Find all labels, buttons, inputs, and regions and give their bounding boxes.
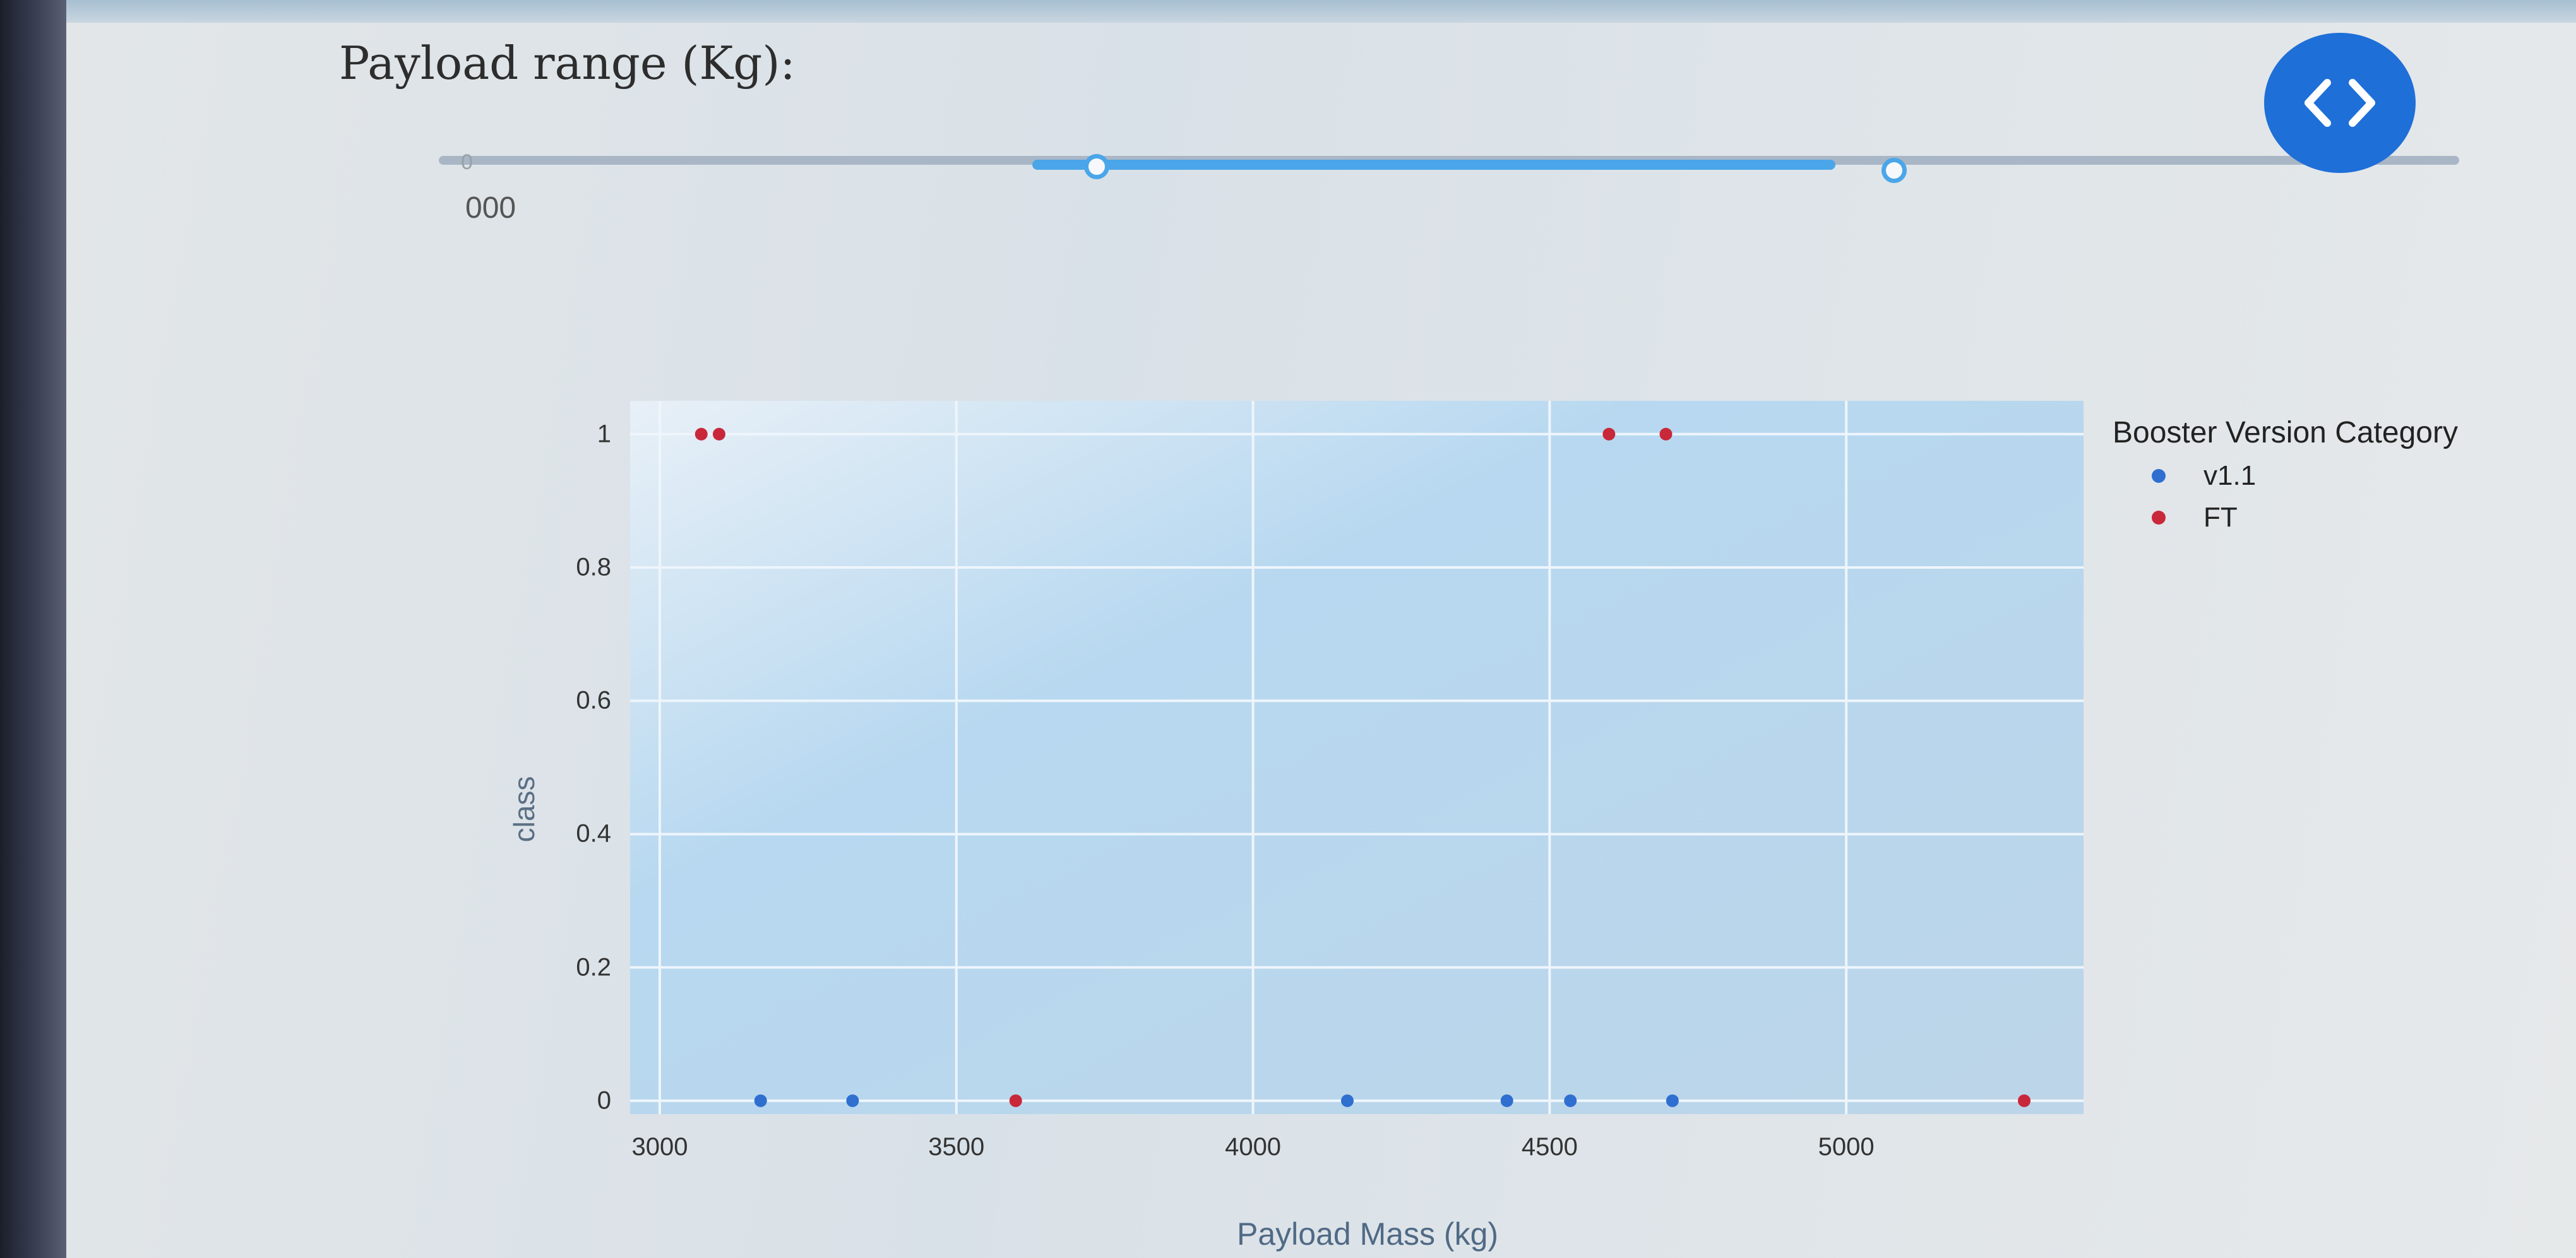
legend-marker	[2152, 511, 2166, 525]
left-bezel	[0, 0, 66, 1258]
payload-class-scatter-chart: 3000 3500 4000 4500 5000 0 0.2 0.4 0.6 0.8 1 Payl…	[133, 353, 2576, 1258]
x-tick-label: 4500	[1521, 1133, 1578, 1161]
x-tick-label: 3000	[631, 1133, 688, 1161]
payload-slider-min-label: 000	[465, 191, 516, 225]
top-strip	[66, 0, 2576, 23]
x-tick-label: 3500	[928, 1133, 985, 1161]
legend-items: v1.1 FT	[2113, 460, 2458, 533]
chevron-left-right-icon	[2305, 79, 2375, 127]
page-nav-button[interactable]	[2264, 33, 2416, 173]
x-tick-label: 4000	[1225, 1133, 1282, 1161]
y-tick-label: 0	[597, 1086, 611, 1115]
y-tick-label: 0.4	[576, 819, 611, 848]
data-point-series-0	[754, 1094, 767, 1107]
dashboard-page: Payload range (Kg): 0 000 3000 3500 4000 45…	[66, 0, 2576, 1258]
data-point-series-1	[2018, 1094, 2031, 1107]
grid-lines	[630, 401, 2084, 1114]
payload-slider-selected-range[interactable]	[1032, 160, 1835, 170]
x-axis-title: Payload Mass (kg)	[1237, 1216, 1499, 1252]
data-point-series-1	[1659, 427, 1673, 441]
data-point-series-1	[695, 427, 708, 441]
payload-slider-high-handle[interactable]	[1881, 158, 1907, 183]
y-tick-label: 0.8	[576, 553, 611, 581]
scatter-plot-svg	[630, 401, 2084, 1114]
x-tick-label: 5000	[1818, 1133, 1875, 1161]
data-points	[695, 427, 2031, 1107]
legend: Booster Version Category v1.1 FT	[2113, 415, 2458, 533]
payload-slider-title: Payload range (Kg):	[339, 37, 796, 90]
payload-slider-low-handle[interactable]	[1084, 154, 1109, 179]
y-tick-label: 1	[597, 420, 611, 448]
data-point-series-1	[712, 427, 725, 441]
y-axis-title: class	[508, 776, 540, 843]
data-point-series-0	[1500, 1094, 1513, 1107]
data-point-series-1	[1602, 427, 1616, 441]
legend-item[interactable]: FT	[2152, 502, 2458, 533]
legend-item[interactable]: v1.1	[2152, 460, 2458, 492]
payload-slider-start-mark: 0	[461, 150, 473, 174]
data-point-series-0	[1340, 1094, 1354, 1107]
data-point-series-0	[1564, 1094, 1577, 1107]
legend-marker	[2152, 469, 2166, 483]
data-point-series-0	[846, 1094, 859, 1107]
plot-area	[630, 401, 2084, 1114]
data-point-series-1	[1009, 1094, 1022, 1107]
legend-label: v1.1	[2203, 460, 2257, 491]
y-tick-label: 0.6	[576, 686, 611, 715]
data-point-series-0	[1666, 1094, 1679, 1107]
legend-title: Booster Version Category	[2113, 416, 2458, 449]
legend-label: FT	[2203, 502, 2238, 533]
y-tick-label: 0.2	[576, 953, 611, 982]
